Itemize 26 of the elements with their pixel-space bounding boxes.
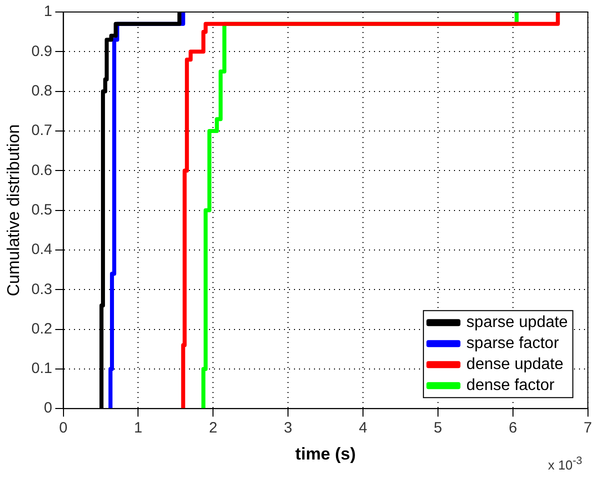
y-tick-label: 0.4 <box>31 241 52 258</box>
x-axis-title: time (s) <box>295 444 356 464</box>
legend-label: dense update <box>466 356 564 374</box>
y-tick-label: 0.5 <box>31 201 52 218</box>
x-tick-label: 2 <box>208 420 218 437</box>
legend-label: sparse factor <box>466 335 560 352</box>
y-tick-label: 0.3 <box>31 280 52 298</box>
y-tick-label: 0.8 <box>31 82 52 100</box>
y-tick-label: 0.9 <box>31 42 52 60</box>
legend-label: dense factor <box>466 377 556 394</box>
y-tick-label: 0.2 <box>31 320 52 338</box>
x-tick-label: 3 <box>284 420 292 437</box>
legend-label: sparse update <box>466 314 568 332</box>
text: x 10$^{-3}$ <box>548 455 582 472</box>
y-tick-label: 0 <box>44 400 52 417</box>
x-tick-label: 6 <box>508 420 518 437</box>
x-tick-label: 4 <box>358 420 368 437</box>
y-tick-label: 0.6 <box>31 162 52 179</box>
y-tick-label: 1 <box>44 3 52 20</box>
x-tick-label: 0 <box>59 420 68 437</box>
y-tick-label: 0.1 <box>31 360 52 378</box>
x-tick-label: 7 <box>584 420 592 437</box>
x-tick-label: 1 <box>134 420 142 437</box>
y-axis-title: Cumulative distribution <box>4 124 23 296</box>
x-tick-label: 5 <box>434 420 442 437</box>
y-tick-label: 0.7 <box>31 122 52 140</box>
